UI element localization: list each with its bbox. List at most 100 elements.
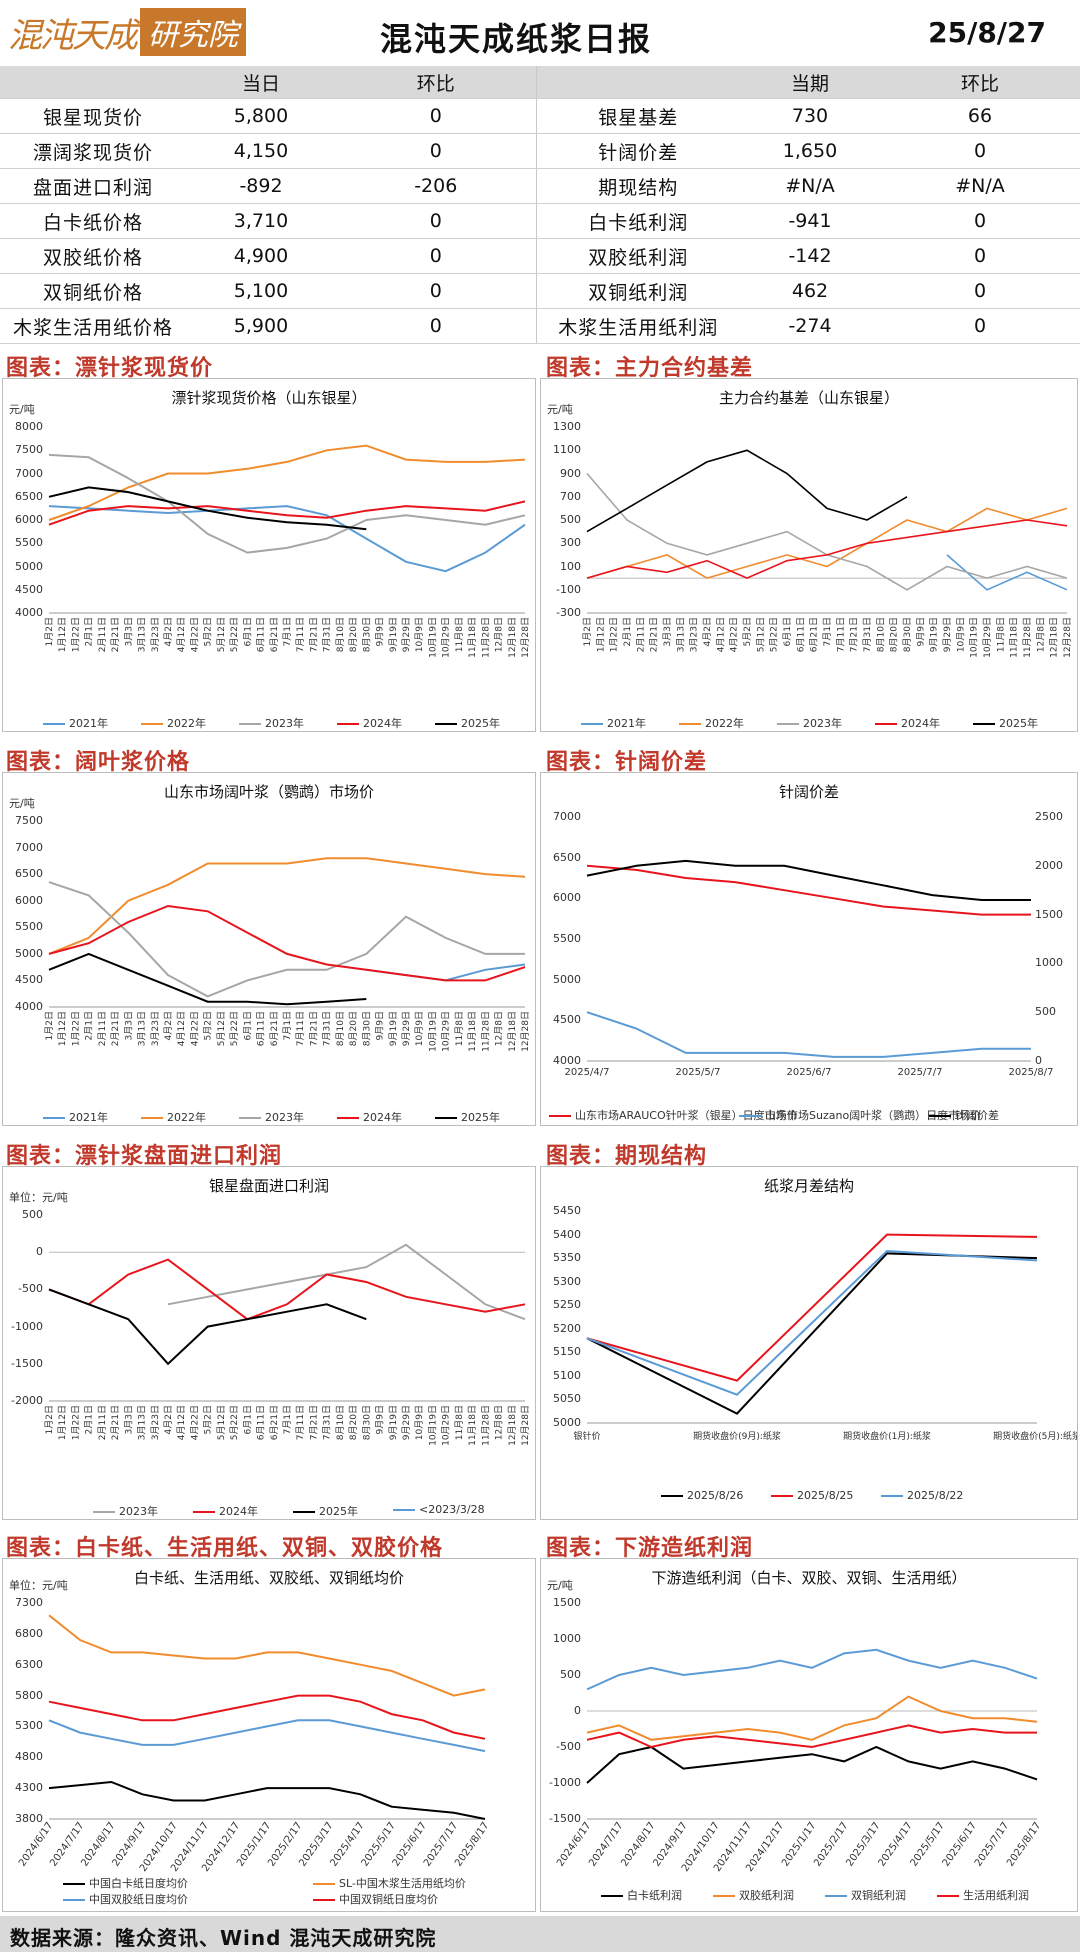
x-category-label: 银针价	[573, 1430, 600, 1442]
header-change: 环比	[336, 66, 536, 99]
legend-label: 2025年	[461, 1111, 500, 1124]
x-tick-label: 8月10日	[335, 1011, 346, 1046]
chart-svg: 2025/4/7 2025/5/7 2025/6/7 2025/7/7 2025/8/7	[565, 859, 1053, 1078]
series-line-1	[48, 1614, 486, 1697]
summary-row: 双铜纸价格 5,100 0 双铜纸利润 462 0	[0, 273, 1080, 309]
x-tick-label: 6月1日	[242, 1405, 253, 1434]
x-tick-label: 10月9日	[414, 1011, 425, 1046]
x-tick-label: 12月28日	[520, 1011, 531, 1052]
chart-title: 漂针浆现货价格（山东银星）	[171, 389, 367, 407]
series-line-0	[48, 505, 526, 573]
y-tick-label: 1300	[553, 420, 581, 433]
summary-row: 漂阔浆现货价 4,150 0 针阔价差 1,650 0	[0, 133, 1080, 169]
y-tick-label: 5800	[15, 1688, 43, 1702]
x-tick-label: 6月11日	[795, 617, 806, 652]
x-tick-label: 9月9日	[375, 617, 386, 646]
summary-cell-l2: 针阔价差	[535, 133, 740, 169]
summary-cell-c2: 0	[880, 273, 1080, 309]
x-tick-label: 8月30日	[361, 1011, 372, 1046]
legend-entry: 中国双铜纸日度均价	[313, 1891, 438, 1907]
series-line-2	[586, 859, 1031, 901]
x-tick-label: 8月10日	[875, 617, 886, 652]
legend-entry: 2024年	[193, 1503, 258, 1519]
legend-swatch	[777, 723, 799, 725]
legend-label: 双铜纸利润	[851, 1889, 906, 1902]
x-tick-label: 2月21日	[110, 617, 121, 652]
legend-entry: 2023年	[777, 715, 842, 731]
x-tick-label: 10月19日	[427, 617, 438, 658]
x-tick-label: 7月21日	[308, 617, 319, 652]
x-category-label: 期货收盘价(9月):纸浆	[693, 1430, 781, 1442]
y-axis-unit: 单位：元/吨	[9, 1191, 68, 1204]
summary-cell-c2: 0	[880, 203, 1080, 239]
x-tick-label: 4月2日	[702, 617, 713, 646]
x-tick-label: 10月19日	[427, 1405, 438, 1446]
x-tick-label: 8月10日	[335, 617, 346, 652]
legend-swatch	[875, 723, 897, 725]
x-tick-label: 1月22日	[70, 1011, 81, 1046]
series-line-1	[586, 507, 1068, 579]
legend-label: 2022年	[167, 717, 206, 730]
legend-label: 双胶纸利润	[739, 1889, 794, 1902]
y-tick-label: 6500	[553, 850, 581, 864]
y-tick-label: 5450	[553, 1204, 581, 1217]
header: 混沌天成 研究院 混沌天成纸浆日报 25/8/27	[0, 0, 1080, 66]
legend-label: 2024年	[219, 1505, 258, 1518]
x-tick-label: 12月8日	[494, 617, 505, 652]
x-tick-label: 9月19日	[388, 617, 399, 652]
series-line-3	[586, 519, 1068, 579]
y-tick-label: 5250	[553, 1298, 581, 1312]
legend-label: 中国双胶纸日度均价	[89, 1893, 188, 1906]
summary-cell-l1: 双铜纸价格	[0, 273, 186, 309]
chart-title: 山东市场阔叶浆（鹦鹉）市场价	[163, 783, 374, 801]
legend-entry: 2023年	[93, 1503, 158, 1519]
x-tick-label: 8月10日	[335, 1405, 346, 1440]
series-line-0	[48, 1780, 486, 1820]
x-tick-label: 11月28日	[480, 617, 491, 658]
header-period: 当期	[740, 66, 880, 99]
x-tick-label: 4月2日	[163, 617, 174, 646]
x-tick-label: 1月12日	[57, 1011, 68, 1046]
series-line-4	[586, 449, 908, 533]
legend-swatch	[601, 1895, 623, 1897]
y-tick-label: 4000	[15, 1000, 43, 1013]
y-tick-label: 8000	[15, 420, 43, 433]
legend-swatch	[435, 1117, 457, 1119]
section-title-3: 图表：阔叶浆价格	[6, 750, 191, 775]
x-tick-label: 7月31日	[322, 1011, 333, 1046]
summary-cell-v1: 4,900	[186, 238, 336, 274]
x-tick-label: 4月22日	[189, 617, 200, 652]
legend-swatch	[93, 1511, 115, 1513]
y-tick-label: 6000	[15, 893, 43, 907]
legend-swatch	[435, 723, 457, 725]
summary-cell-c1: -206	[336, 168, 536, 204]
y-tick-label: 7000	[15, 466, 43, 480]
x-tick-label: 6月1日	[782, 617, 793, 646]
summary-row: 双胶纸价格 4,900 0 双胶纸利润 -142 0	[0, 238, 1080, 274]
y2-tick-label: 0	[1035, 1054, 1042, 1067]
y-tick-label: 5500	[553, 932, 581, 945]
y-tick-label: 6500	[15, 489, 43, 503]
y-tick-label: 5000	[553, 972, 581, 986]
footer-source: 数据来源：隆众资讯、Wind 混沌天成研究院	[10, 1926, 437, 1950]
x-tick-label: 8月30日	[361, 1405, 372, 1440]
chart-panel-hardwood: 山东市场阔叶浆（鹦鹉）市场价 元/吨 1月2日 1月12日 1月22日 2月1日 2月11日…	[2, 772, 536, 1126]
x-tick-label: 10月19日	[969, 617, 980, 658]
x-tick-label: 5月22日	[769, 617, 780, 652]
series-line-2	[48, 453, 526, 554]
x-tick-label: 4月12日	[715, 617, 726, 652]
summary-cell-l2: 双胶纸利润	[535, 238, 740, 274]
x-tick-label: 1月22日	[609, 617, 620, 652]
y-tick-label: 6000	[15, 513, 43, 526]
x-tick-label: 3月13日	[137, 1011, 148, 1046]
x-tick-label: 11月28日	[480, 1405, 491, 1446]
summary-cell-l2: 期现结构	[535, 168, 740, 204]
summary-cell-v2: 462	[740, 273, 880, 309]
chart-title: 主力合约基差（山东银星）	[718, 389, 899, 407]
x-tick-label: 3月3日	[123, 617, 134, 646]
series-line-3	[48, 500, 526, 526]
y-tick-label: 0	[36, 1245, 43, 1259]
series-line-1	[48, 444, 526, 521]
summary-cell-v1: -892	[186, 168, 336, 204]
x-tick-label: 7月21日	[308, 1011, 319, 1046]
